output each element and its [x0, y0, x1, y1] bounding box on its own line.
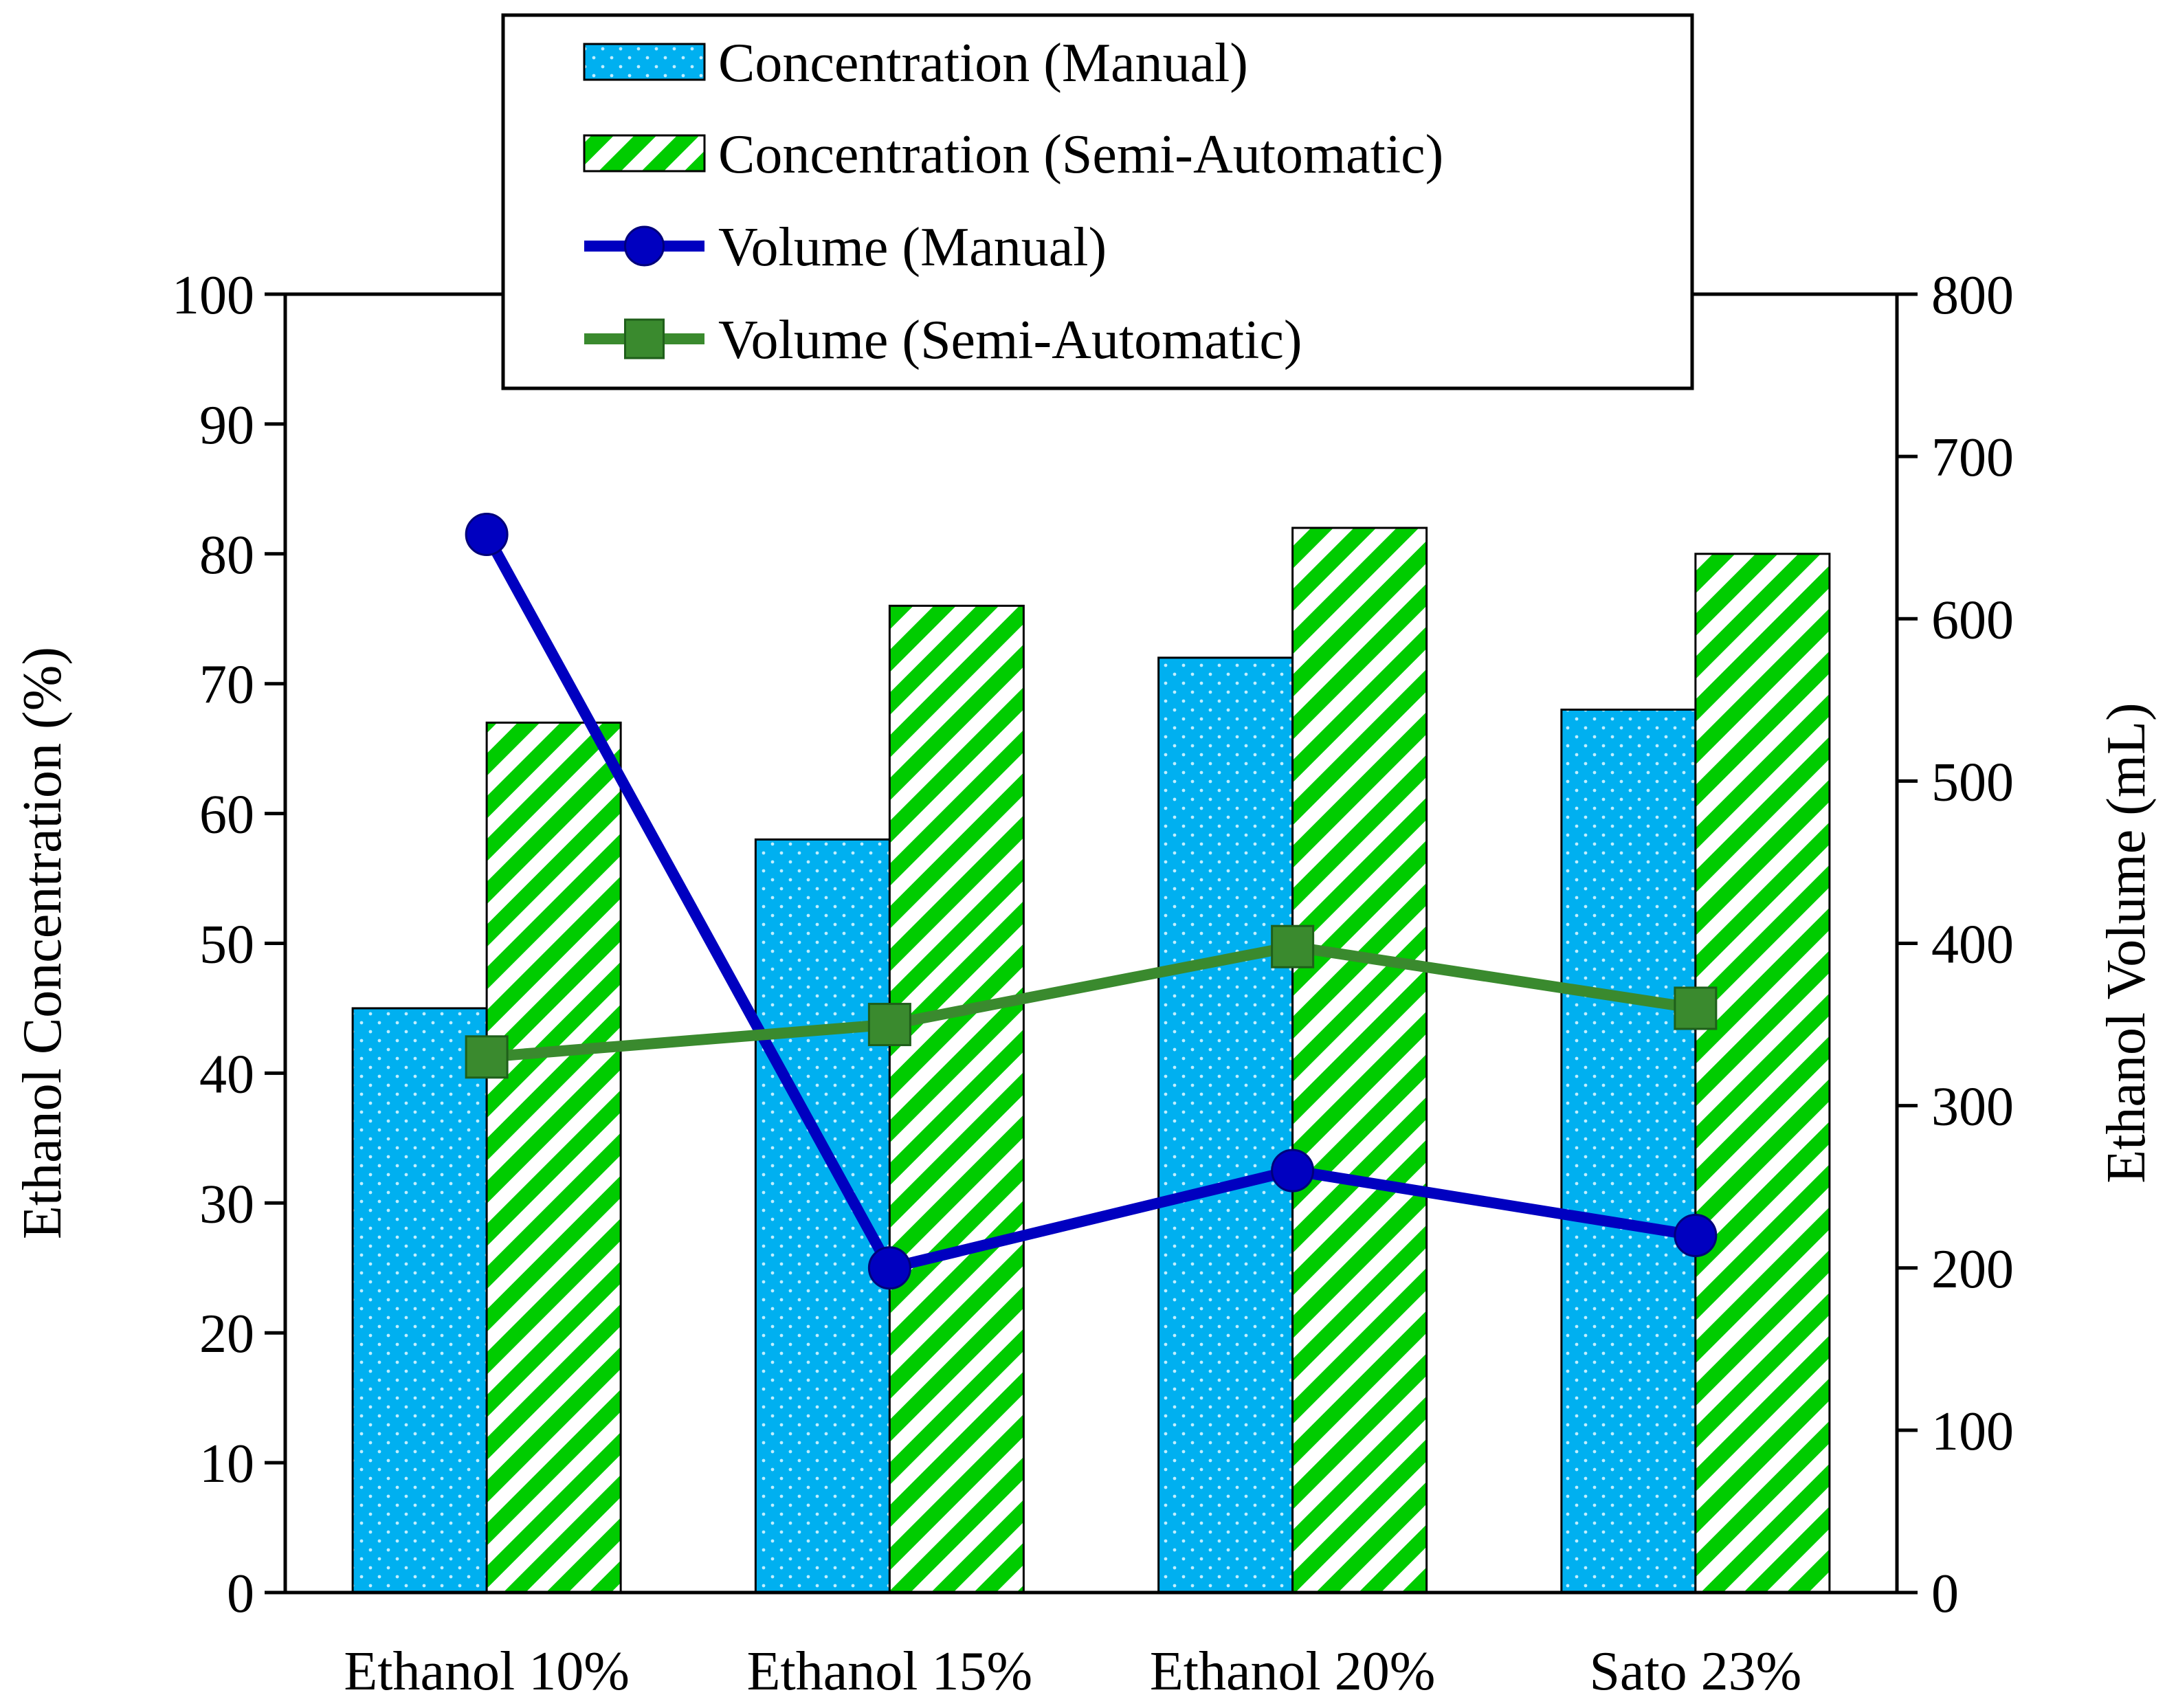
y2-tick-label: 0 — [1931, 1564, 1959, 1624]
y-tick-label: 100 — [172, 265, 254, 326]
y-tick-label: 0 — [227, 1564, 254, 1624]
y-ticks-right: 0 100 200 300 400 500 600 700 800 — [1897, 265, 2014, 1624]
legend: Concentration (Manual) Concentration (Sem… — [501, 13, 1694, 390]
point-volume-manual-2 — [1271, 1149, 1315, 1193]
legend-marker-3 — [624, 318, 665, 359]
point-volume-semi-automatic-3 — [1674, 986, 1718, 1030]
y-tick-label: 30 — [199, 1174, 254, 1234]
y-tick-label: 60 — [199, 785, 254, 845]
bar-semi-automatic-0 — [485, 721, 622, 1594]
bar-semi-automatic-2 — [1291, 526, 1428, 1594]
y-tick-label: 80 — [199, 525, 254, 586]
point-volume-manual-1 — [867, 1246, 911, 1290]
x-tick-label: Ethanol 15% — [747, 1641, 1032, 1702]
lines-layer — [465, 512, 1718, 1290]
point-volume-manual-3 — [1674, 1214, 1718, 1258]
x-tick-label: Sato 23% — [1589, 1641, 1801, 1702]
bar-manual-1 — [754, 838, 891, 1594]
line-volume-manual — [482, 531, 1697, 1274]
bar-semi-automatic-1 — [888, 604, 1025, 1594]
y-tick-label: 10 — [199, 1434, 254, 1494]
y2-axis-title: Ethanol Volume (mL) — [2096, 702, 2157, 1183]
y-tick-label: 70 — [199, 655, 254, 716]
bar-manual-0 — [351, 1007, 488, 1594]
bar-semi-automatic-3 — [1694, 553, 1831, 1594]
point-volume-semi-automatic-1 — [867, 1003, 911, 1047]
y2-tick-label: 300 — [1931, 1077, 2014, 1138]
y2-tick-label: 500 — [1931, 752, 2014, 812]
y-tick-label: 40 — [199, 1044, 254, 1105]
legend-label-1: Concentration (Semi-Automatic) — [718, 124, 1443, 185]
line-volume-semi-automatic — [486, 941, 1697, 1063]
x-tick-label: Ethanol 10% — [344, 1641, 629, 1702]
bars-layer — [351, 526, 1831, 1594]
y2-tick-label: 400 — [1931, 915, 2014, 975]
x-tick-label: Ethanol 20% — [1150, 1641, 1435, 1702]
bar-manual-2 — [1157, 656, 1294, 1594]
bar-manual-3 — [1560, 708, 1697, 1594]
y2-tick-label: 800 — [1931, 265, 2014, 326]
legend-marker-2 — [624, 225, 665, 267]
legend-items: Concentration (Manual) Concentration (Sem… — [583, 33, 1443, 370]
y2-tick-label: 600 — [1931, 590, 2014, 650]
point-volume-semi-automatic-0 — [465, 1035, 509, 1079]
y-axis-title: Ethanol Concentration (%) — [12, 647, 73, 1239]
legend-swatch-1 — [583, 134, 706, 173]
legend-label-2: Volume (Manual) — [718, 217, 1107, 278]
legend-swatch-0 — [583, 43, 706, 81]
legend-label-3: Volume (Semi-Automatic) — [718, 310, 1302, 370]
y2-tick-label: 100 — [1931, 1401, 2014, 1462]
y-tick-label: 50 — [199, 915, 254, 975]
y2-tick-label: 200 — [1931, 1239, 2014, 1300]
x-ticks: Ethanol 10% Ethanol 15% Ethanol 20% Sato 23… — [344, 1641, 1801, 1702]
y-tick-label: 20 — [199, 1304, 254, 1364]
y-ticks-left: 0 10 20 30 40 50 60 70 80 90 100 — [172, 265, 285, 1624]
point-volume-semi-automatic-2 — [1271, 924, 1315, 968]
y-tick-label: 90 — [199, 395, 254, 456]
point-volume-manual-0 — [465, 512, 509, 556]
legend-label-0: Concentration (Manual) — [718, 33, 1248, 93]
y2-tick-label: 700 — [1931, 428, 2014, 488]
